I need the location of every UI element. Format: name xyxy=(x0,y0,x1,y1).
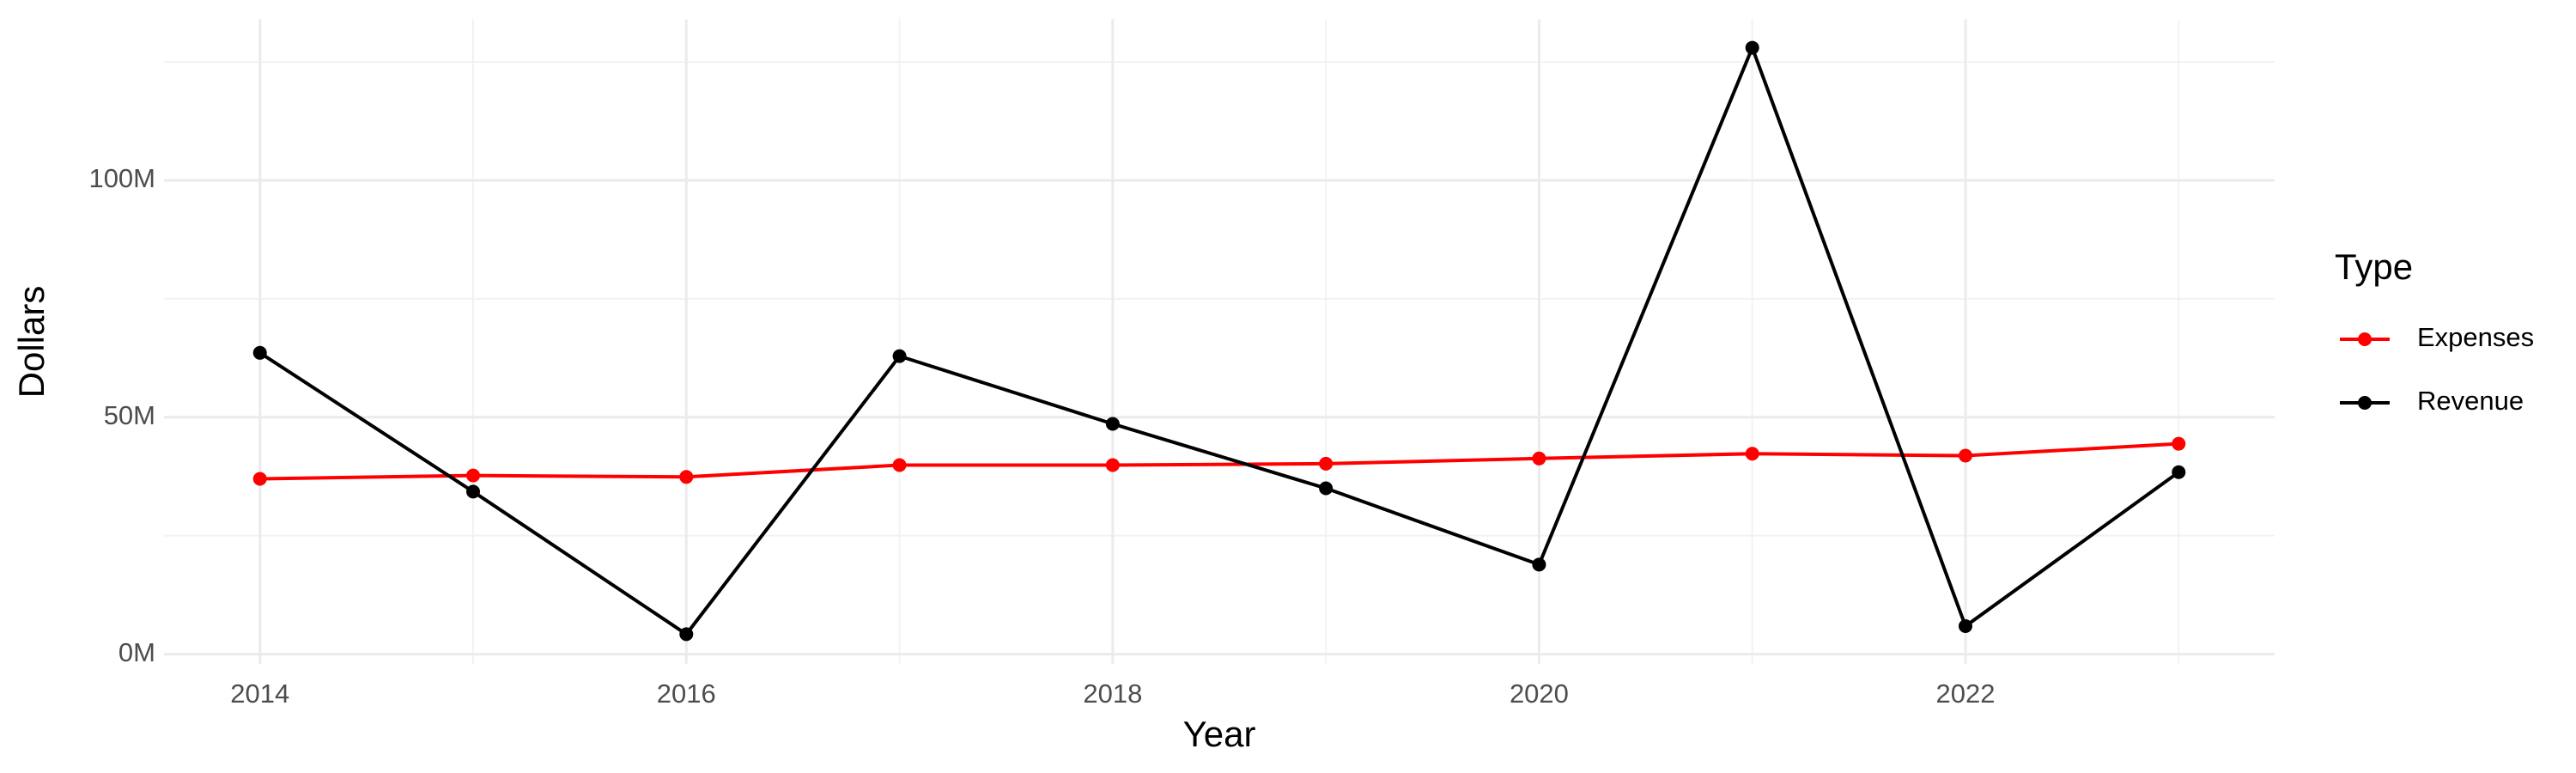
point xyxy=(2172,436,2186,451)
legend-label: Expenses xyxy=(2417,322,2534,352)
point xyxy=(1105,458,1120,472)
legend-key-point xyxy=(2358,396,2372,410)
point xyxy=(466,484,481,499)
point xyxy=(2172,465,2186,479)
y-tick-label: 100M xyxy=(88,163,155,193)
point xyxy=(1105,417,1120,431)
point xyxy=(892,349,907,363)
point xyxy=(252,472,267,486)
point xyxy=(1319,481,1334,496)
point xyxy=(679,470,694,484)
y-axis-title: Dollars xyxy=(11,286,52,399)
point xyxy=(466,468,481,483)
legend-key-point xyxy=(2358,332,2372,346)
point xyxy=(1532,557,1546,572)
legend-label: Revenue xyxy=(2417,386,2524,416)
x-tick-label: 2020 xyxy=(1510,679,1569,709)
point xyxy=(1532,451,1546,466)
x-tick-label: 2014 xyxy=(230,679,289,709)
x-tick-label: 2016 xyxy=(657,679,716,709)
y-tick-label: 50M xyxy=(104,400,155,430)
x-axis-title: Year xyxy=(1183,714,1256,754)
series-line xyxy=(259,441,2179,481)
point xyxy=(892,458,907,472)
point xyxy=(1958,619,1972,634)
point xyxy=(252,345,267,360)
y-tick-label: 0M xyxy=(118,637,155,667)
point xyxy=(1958,448,1972,463)
legend-title: Type xyxy=(2335,247,2413,287)
x-tick-label: 2018 xyxy=(1083,679,1142,709)
point xyxy=(1745,447,1759,461)
series-line xyxy=(258,43,2180,637)
point xyxy=(679,627,694,642)
x-tick-label: 2022 xyxy=(1936,679,1996,709)
point xyxy=(1745,40,1759,55)
point xyxy=(1319,456,1334,471)
